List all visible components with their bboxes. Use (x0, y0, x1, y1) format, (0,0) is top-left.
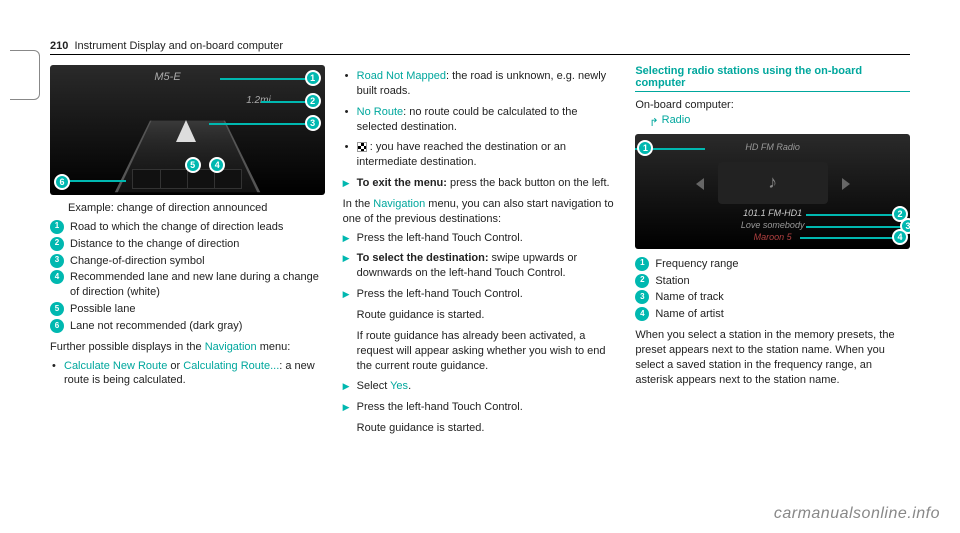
onboard-label: On-board computer: (635, 98, 910, 113)
preset-paragraph: When you select a station in the memory … (635, 328, 910, 387)
callout-r4: 4 (892, 229, 908, 245)
page-number: 210 (50, 40, 68, 52)
step-exit-menu: To exit the menu: press the back button … (343, 176, 618, 191)
step-press-3: Press the left-hand Touch Control. (343, 400, 618, 415)
bullet-destination: : you have reached the destination or an… (343, 140, 618, 170)
rlegend-4: Name of artist (655, 307, 723, 322)
legend-6: Lane not recommended (dark gray) (70, 319, 242, 334)
section-title: Selecting radio stations using the on-bo… (635, 65, 910, 92)
status-bullets: Road Not Mapped: the road is unknown, e.… (343, 69, 618, 170)
music-note-icon: ♪ (768, 172, 777, 193)
route-started-2: Route guidance is started. (343, 421, 618, 436)
legend-list-1: 1Road to which the change of direction l… (50, 220, 325, 334)
step-select-dest: To select the destination: swipe upwards… (343, 251, 618, 281)
direction-arrow-icon (176, 120, 196, 142)
route-started-1: Route guidance is started. (343, 308, 618, 323)
rlegend-3: Name of track (655, 290, 723, 305)
page-edge-tab (10, 50, 40, 100)
legend-list-2: 1Frequency range 2Station 3Name of track… (635, 257, 910, 322)
callout-2: 2 (305, 93, 321, 109)
rlegend-1: Frequency range (655, 257, 738, 272)
fig-freq: 101.1 FM-HD1 (635, 208, 910, 218)
manual-page: 210 Instrument Display and on-board comp… (0, 0, 960, 533)
destination-steps: Press the left-hand Touch Control. To se… (343, 231, 618, 302)
navigation-link: Navigation (205, 341, 257, 353)
page-title: Instrument Display and on-board computer (74, 40, 283, 52)
bullet-not-mapped: Road Not Mapped: the road is unknown, e.… (343, 69, 618, 99)
step-select-yes: Select Yes. (343, 379, 618, 394)
lane-indicator (132, 169, 242, 189)
nav-previous-dest: In the Navigation menu, you can also sta… (343, 197, 618, 227)
radio-path: ↳ Radio (635, 113, 910, 128)
bullet-no-route: No Route: no route could be calculated t… (343, 105, 618, 135)
legend-4: Recommended lane and new lane during a c… (70, 270, 325, 300)
step-press-1: Press the left-hand Touch Control. (343, 231, 618, 246)
figure-radio: HD FM Radio ♪ 101.1 FM-HD1 Love somebody… (635, 134, 910, 249)
bullet-calc-route: Calculate New Route or Calculating Route… (50, 359, 325, 389)
callout-5: 5 (185, 157, 201, 173)
legend-1: Road to which the change of direction le… (70, 220, 283, 235)
further-displays: Further possible displays in the Navigat… (50, 340, 325, 355)
figure-caption: Example: change of direction announced (68, 201, 325, 216)
path-arrow-icon: ↳ (649, 113, 658, 128)
next-icon (842, 178, 850, 190)
prev-icon (696, 178, 704, 190)
further-bullets: Calculate New Route or Calculating Route… (50, 359, 325, 389)
step-press-2: Press the left-hand Touch Control. (343, 287, 618, 302)
legend-5: Possible lane (70, 302, 135, 317)
content-columns: M5-E 1.2mi 1 2 3 4 5 6 Example: change o… (50, 65, 910, 442)
legend-2: Distance to the change of direction (70, 237, 239, 252)
fig-track: Love somebody (635, 220, 910, 230)
column-1: M5-E 1.2mi 1 2 3 4 5 6 Example: change o… (50, 65, 325, 442)
yes-steps: Select Yes. Press the left-hand Touch Co… (343, 379, 618, 415)
column-2: Road Not Mapped: the road is unknown, e.… (343, 65, 618, 442)
figure-navigation: M5-E 1.2mi 1 2 3 4 5 6 (50, 65, 325, 195)
fig-band: HD FM Radio (635, 142, 910, 152)
callout-1: 1 (305, 70, 321, 86)
legend-3: Change-of-direction symbol (70, 254, 205, 269)
rlegend-2: Station (655, 274, 689, 289)
page-header: 210 Instrument Display and on-board comp… (50, 40, 910, 55)
callout-r1: 1 (637, 140, 653, 156)
route-active-note: If route guidance has already been activ… (343, 329, 618, 374)
callout-6: 6 (54, 174, 70, 190)
column-3: Selecting radio stations using the on-bo… (635, 65, 910, 442)
exit-step: To exit the menu: press the back button … (343, 176, 618, 191)
checkered-flag-icon (357, 142, 367, 152)
watermark: carmanualsonline.info (774, 505, 940, 523)
fig-road-label: M5-E (154, 71, 180, 83)
album-art-box: ♪ (718, 162, 828, 204)
radio-link: Radio (662, 114, 691, 126)
callout-3: 3 (305, 115, 321, 131)
